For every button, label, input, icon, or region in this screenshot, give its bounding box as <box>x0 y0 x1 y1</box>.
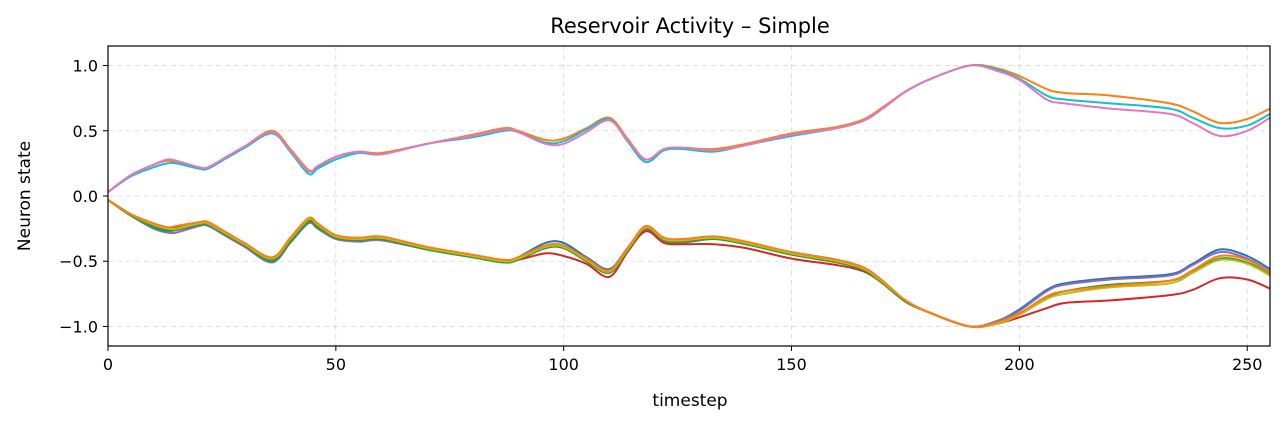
series-line-7 <box>108 198 1270 328</box>
x-tick-label: 150 <box>776 355 807 374</box>
x-tick-label: 250 <box>1232 355 1263 374</box>
series-line-4 <box>108 198 1270 328</box>
series-line-8 <box>108 198 1270 329</box>
series-line-9 <box>108 198 1270 328</box>
y-tick-label: −1.0 <box>59 317 98 336</box>
x-tick-label: 100 <box>548 355 579 374</box>
series-line-2 <box>108 64 1270 194</box>
y-tick-label: 0.0 <box>73 187 98 206</box>
x-tick-label: 200 <box>1004 355 1035 374</box>
y-tick-label: −0.5 <box>59 252 98 271</box>
x-tick-label: 50 <box>326 355 346 374</box>
series-line-3 <box>108 64 1270 194</box>
y-tick-label: 1.0 <box>73 57 98 76</box>
y-axis-label: Neuron state <box>15 141 35 251</box>
x-axis-label: timestep <box>652 391 727 411</box>
chart-title: Reservoir Activity – Simple <box>550 14 830 38</box>
axis-ticks: 0 50 100 150 200 250 1.0 0.5 0.0 −0.5 −1.0 <box>59 57 1262 374</box>
y-tick-label: 0.5 <box>73 122 98 141</box>
series-group <box>108 63 1270 329</box>
grid <box>107 46 1270 346</box>
series-line-5 <box>108 198 1270 328</box>
x-tick-label: 0 <box>103 355 113 374</box>
series-line-1 <box>108 63 1270 194</box>
series-line-6 <box>108 198 1270 329</box>
